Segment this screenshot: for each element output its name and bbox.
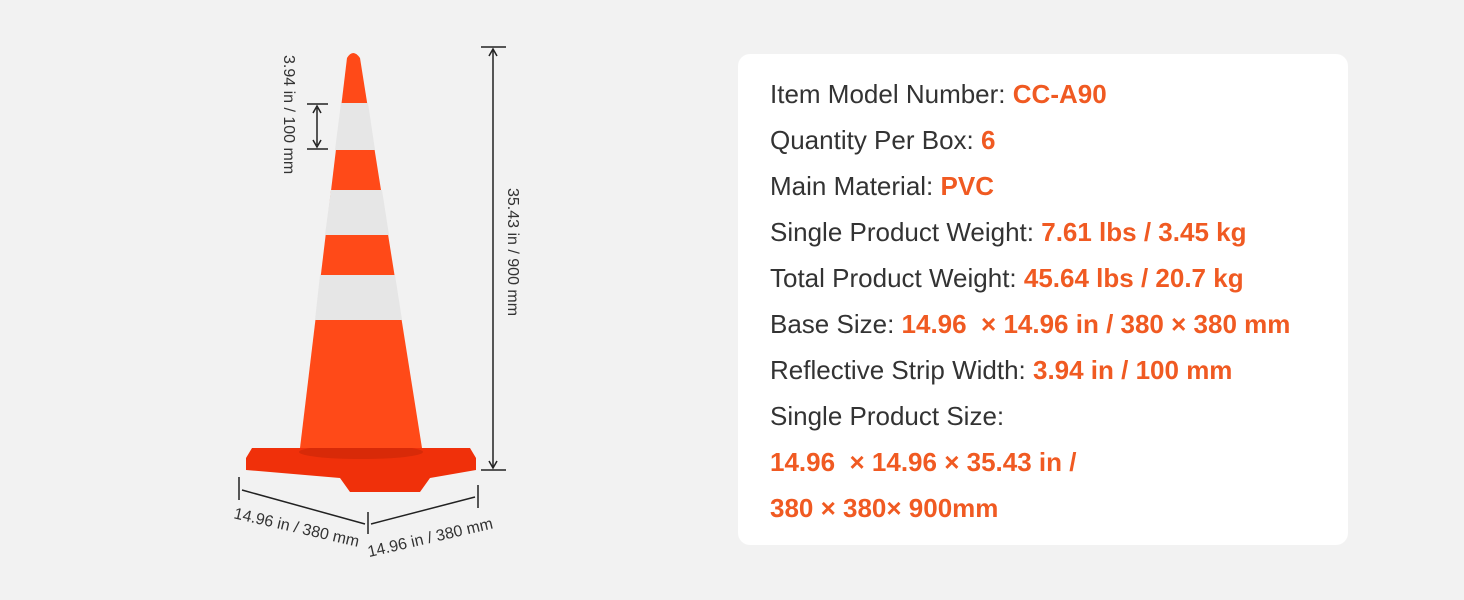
reflective-strip [325, 190, 389, 235]
spec-value: PVC [940, 171, 994, 201]
cone-body [300, 53, 422, 448]
spec-row: Single Product Weight: 7.61 lbs / 3.45 k… [770, 217, 1246, 247]
spec-row: Total Product Weight: 45.64 lbs / 20.7 k… [770, 263, 1244, 293]
spec-card: Item Model Number: CC-A90 Quantity Per Bo… [738, 54, 1348, 545]
height-dimension [481, 46, 506, 471]
spec-label: Item Model Number: [770, 79, 1006, 109]
strip-height-label: 3.94 in / 100 mm [280, 55, 297, 174]
spec-label: Single Product Size: [770, 401, 1005, 431]
spec-value: 7.61 lbs / 3.45 kg [1041, 217, 1247, 247]
spec-label: Main Material: [770, 171, 934, 201]
spec-row: 14.96 × 14.96 × 35.43 in / [770, 447, 1076, 477]
spec-value: 14.96 × 14.96 in / 380 × 380 mm [901, 309, 1291, 339]
cone-base [246, 448, 476, 492]
cone-illustration: 3.94 in / 100 mm 35.43 in / 900 mm 14.96… [232, 46, 521, 561]
spec-label: Total Product Weight: [770, 263, 1017, 293]
height-label: 35.43 in / 900 mm [504, 188, 521, 316]
spec-row: Reflective Strip Width: 3.94 in / 100 mm [770, 355, 1232, 385]
spec-row: Quantity Per Box: 6 [770, 125, 995, 155]
cone-base-shadow [299, 445, 423, 459]
spec-value: 380 × 380× 900mm [770, 493, 999, 523]
spec-row: Base Size: 14.96 × 14.96 in / 380 × 380 … [770, 309, 1290, 339]
spec-label: Reflective Strip Width: [770, 355, 1026, 385]
spec-value: 3.94 in / 100 mm [1032, 355, 1233, 385]
spec-value: 45.64 lbs / 20.7 kg [1023, 263, 1244, 293]
spec-value: 6 [981, 125, 996, 155]
spec-label: Base Size: [770, 309, 895, 339]
spec-value: 14.96 × 14.96 × 35.43 in / [770, 447, 1077, 477]
strip-dimension [307, 103, 328, 150]
base-dimension [238, 477, 479, 534]
base-depth-label: 14.96 in / 380 mm [232, 505, 361, 550]
spec-label: Single Product Weight: [770, 217, 1034, 247]
base-width-label: 14.96 in / 380 mm [366, 516, 495, 561]
spec-label: Quantity Per Box: [770, 125, 974, 155]
spec-row: Main Material: PVC [770, 171, 994, 201]
reflective-strip [315, 275, 402, 320]
spec-row: 380 × 380× 900mm [770, 493, 998, 523]
spec-value: CC-A90 [1012, 79, 1107, 109]
spec-row: Item Model Number: CC-A90 [770, 79, 1107, 109]
reflective-strip [335, 103, 375, 150]
spec-row: Single Product Size: [770, 401, 1004, 431]
